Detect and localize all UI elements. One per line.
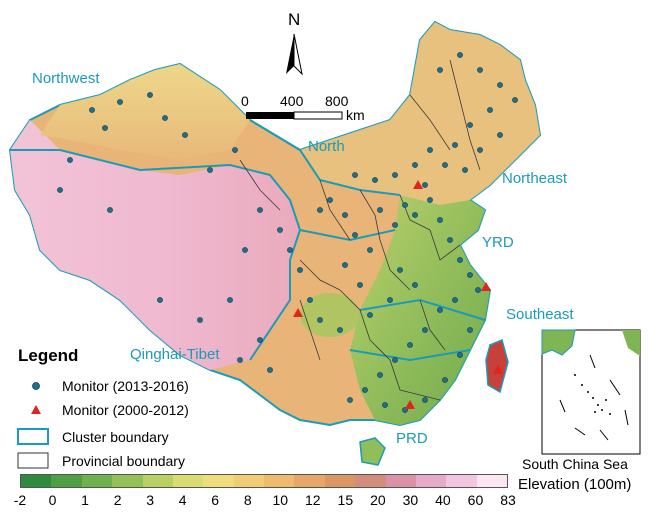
taiwan-island <box>485 338 509 394</box>
colorbar-segment <box>21 475 52 487</box>
legend-label: Provincial boundary <box>62 453 185 469</box>
region-label-southeast: Southeast <box>506 306 574 323</box>
colorbar-segment <box>142 475 173 487</box>
legend-label: Monitor (2000-2012) <box>62 402 189 418</box>
colorbar-segment <box>476 475 507 487</box>
monitor-points-2000-2012 <box>293 180 503 409</box>
legend-item-cluster-boundary: Cluster boundary <box>62 428 169 446</box>
colorbar-tick-label: 30 <box>402 492 419 508</box>
scale-bar <box>246 111 343 120</box>
colorbar-segment <box>233 475 264 487</box>
colorbar-segment <box>112 475 143 487</box>
colorbar-segment <box>294 475 325 487</box>
north-arrow <box>286 33 303 76</box>
colorbar-ticks: -2 0 1 2 3 4 6 8 10 12 15 20 30 40 60 83 <box>0 492 658 512</box>
colorbar-segment <box>355 475 386 487</box>
colorbar-segment <box>385 475 416 487</box>
legend-label: Cluster boundary <box>62 429 169 445</box>
colorbar-tick-label: 2 <box>113 492 122 508</box>
region-label-north: North <box>308 138 345 155</box>
colorbar-tick-label: 20 <box>370 492 386 508</box>
sichuan-basin <box>300 293 360 337</box>
legend-symbols <box>17 382 49 469</box>
colorbar-tick-label: 6 <box>211 492 220 508</box>
colorbar-tick-label: 8 <box>243 492 252 508</box>
legend-label: Monitor (2013-2016) <box>62 378 189 394</box>
provincial-boundaries <box>239 59 481 401</box>
colorbar-segment <box>81 475 113 487</box>
colorbar-segment <box>203 475 234 487</box>
region-label-prd: PRD <box>396 430 428 447</box>
south-china-sea-inset <box>541 329 641 455</box>
scale-unit: km <box>346 107 365 123</box>
elevation-colorbar <box>20 474 508 488</box>
scale-tick-400: 400 <box>280 93 304 109</box>
scale-tick-0: 0 <box>241 93 249 109</box>
scale-tick-800: 800 <box>325 93 349 109</box>
colorbar-tick-label: 83 <box>500 492 516 508</box>
legend-item-monitor-2000-2012: Monitor (2000-2012) <box>62 401 189 419</box>
region-label-northeast: Northeast <box>502 170 568 187</box>
colorbar-tick-label: 15 <box>337 492 354 508</box>
region-label-northwest: Northwest <box>32 70 100 87</box>
legend-item-provincial-boundary: Provincial boundary <box>62 452 185 470</box>
colorbar-tick-label: 0 <box>48 492 57 508</box>
colorbar-tick-label: 3 <box>146 492 155 508</box>
north-arrow-label: N <box>288 10 301 29</box>
colorbar-tick-label: 10 <box>272 492 289 508</box>
hainan-island <box>359 437 386 466</box>
northwest-basin <box>40 64 250 160</box>
colorbar-tick-label: 60 <box>467 492 484 508</box>
colorbar-segment <box>264 475 295 487</box>
colorbar-tick-label: 4 <box>178 492 187 508</box>
inset-caption: South China Sea <box>522 456 628 472</box>
plateau-area <box>10 120 300 370</box>
colorbar-tick-label: 12 <box>305 492 321 508</box>
colorbar-tick-label: 40 <box>435 492 451 508</box>
colorbar-segment <box>415 475 447 487</box>
elevation-label: Elevation (100m) <box>518 476 632 493</box>
legend-item-monitor-2013-2016: Monitor (2013-2016) <box>62 377 189 395</box>
eastern-lowlands <box>350 195 490 425</box>
region-label-qinghai-tibet: Qinghai-Tibet <box>130 346 220 363</box>
region-label-yrd: YRD <box>482 234 514 251</box>
colorbar-segment <box>51 475 82 487</box>
legend-title: Legend <box>18 346 79 365</box>
colorbar-tick-label: -2 <box>13 492 27 508</box>
colorbar-segment <box>446 475 477 487</box>
monitor-points-2013-2016 <box>57 52 518 413</box>
colorbar-segment <box>324 475 356 487</box>
colorbar-tick-label: 1 <box>81 492 89 508</box>
colorbar-segment <box>172 475 204 487</box>
